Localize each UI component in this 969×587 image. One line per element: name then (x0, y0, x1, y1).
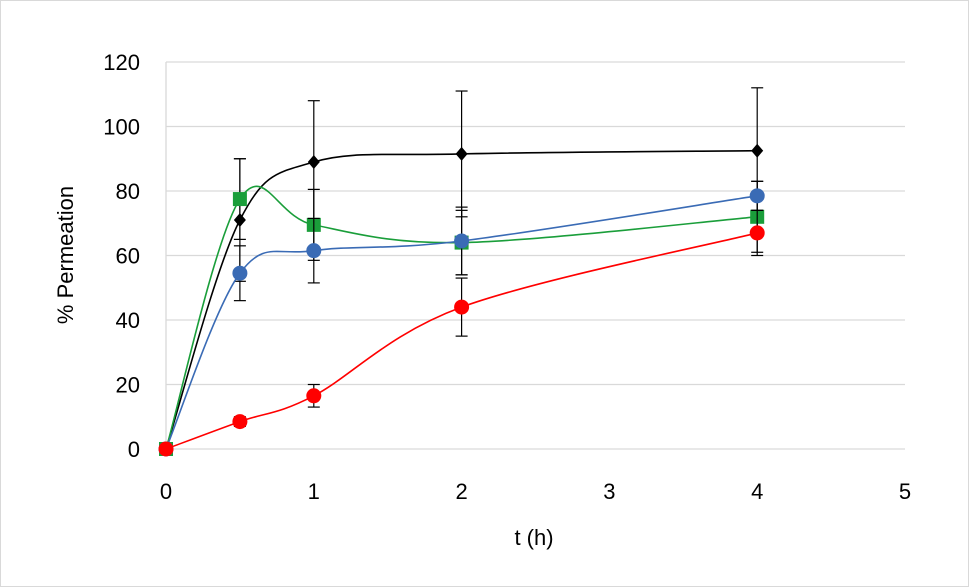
x-tick-label: 5 (899, 479, 911, 504)
y-tick-label: 20 (116, 373, 140, 398)
data-point-circle (158, 441, 174, 457)
y-axis-title: % Permeation (53, 186, 78, 324)
x-tick-label: 1 (308, 479, 320, 504)
data-point-circle (749, 188, 765, 204)
y-tick-label: 60 (116, 244, 140, 269)
y-tick-label: 100 (103, 115, 140, 140)
x-tick-label: 0 (160, 479, 172, 504)
data-series (158, 87, 765, 457)
y-tick-label: 120 (103, 50, 140, 75)
data-point-circle (749, 225, 765, 241)
x-tick-label: 4 (751, 479, 763, 504)
data-point-square (232, 192, 247, 207)
series-line (165, 195, 758, 450)
x-tick-label: 2 (455, 479, 467, 504)
data-point-circle (306, 388, 322, 404)
axes (165, 62, 905, 450)
x-axis-title: t (h) (514, 525, 553, 550)
gridlines (166, 61, 905, 386)
data-point-circle (232, 414, 248, 430)
data-point-circle (232, 265, 248, 281)
series-4 (158, 209, 765, 457)
series-line (165, 149, 758, 450)
y-tick-label: 80 (116, 179, 140, 204)
tick-labels: 0 20 40 60 80 100 120 0 1 2 3 4 5 (103, 50, 911, 504)
data-point-circle (454, 233, 470, 249)
x-tick-label: 3 (603, 479, 615, 504)
y-tick-label: 0 (128, 437, 140, 462)
y-tick-label: 40 (116, 308, 140, 333)
data-point-circle (454, 299, 470, 315)
data-point-circle (306, 243, 322, 259)
data-point-diamond (455, 146, 468, 161)
data-point-diamond (751, 143, 764, 158)
data-point-diamond (307, 154, 320, 169)
